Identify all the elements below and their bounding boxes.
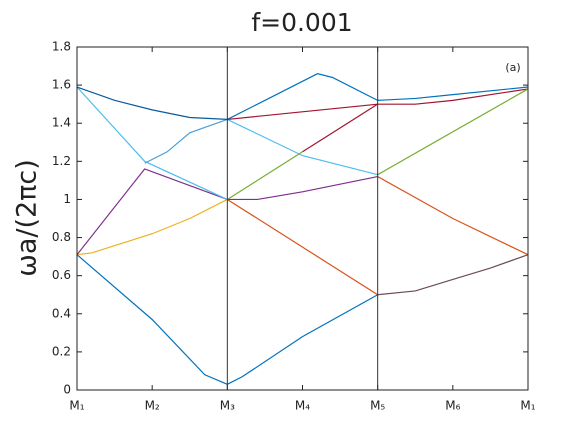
y-tick-label: 0.2: [52, 344, 71, 358]
y-tick-label: 1.8: [52, 40, 71, 54]
band-line: [227, 198, 378, 296]
y-tick-label: 1: [63, 192, 71, 206]
x-tick-label: M₃: [220, 399, 235, 413]
y-tick-label: 1.2: [52, 154, 71, 168]
band-line: [76, 86, 228, 200]
x-tick-label: M₄: [295, 399, 310, 413]
y-tick-label: 0.8: [52, 230, 71, 244]
band-line: [76, 86, 228, 121]
y-axis-label: ωa/(2πc): [12, 159, 43, 277]
plot-frame: [76, 46, 529, 391]
x-tick-label: M₆: [445, 399, 460, 413]
band-line: [227, 103, 378, 121]
band-line: [377, 176, 529, 256]
band-line: [377, 254, 529, 296]
band-line: [227, 151, 303, 200]
chart-title: f=0.001: [251, 8, 352, 37]
annotation: (a): [505, 61, 520, 74]
band-line: [377, 86, 529, 101]
band-line: [227, 175, 378, 201]
band-line: [76, 168, 228, 256]
x-tick-label: M₁: [69, 399, 84, 413]
band-line: [227, 73, 378, 120]
x-tick-label: M₅: [370, 399, 385, 413]
band-line: [144, 118, 228, 164]
band-line: [76, 198, 228, 256]
y-tick-label: 1.4: [52, 116, 71, 130]
y-tick-label: 0.4: [52, 306, 71, 320]
y-tick-label: 1.6: [52, 78, 71, 92]
band-line: [377, 88, 529, 105]
y-tick-label: 0: [63, 383, 71, 397]
band-line: [227, 118, 378, 176]
x-tick-label: M₁: [520, 399, 535, 413]
band-line: [377, 88, 529, 176]
x-tick-label: M₂: [145, 399, 160, 413]
y-tick-label: 0.6: [52, 268, 71, 282]
band-line: [302, 103, 378, 153]
